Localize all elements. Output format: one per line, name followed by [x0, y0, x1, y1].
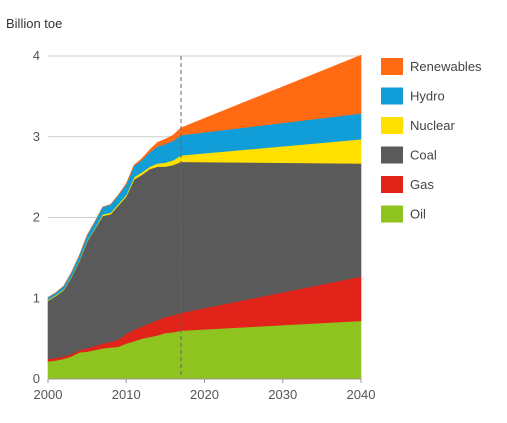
legend-label-oil: Oil — [410, 207, 426, 222]
y-tick-label: 1 — [33, 290, 40, 305]
y-tick-label: 0 — [33, 371, 40, 386]
legend-swatch-renewables — [381, 58, 403, 75]
x-tick-label: 2010 — [112, 387, 141, 402]
legend-swatch-nuclear — [381, 117, 403, 134]
x-tick-label: 2040 — [347, 387, 376, 402]
legend-swatch-coal — [381, 146, 403, 164]
legend: Renewables Hydro Nuclear Coal Gas Oil — [381, 58, 482, 223]
y-tick-label: 2 — [33, 210, 40, 225]
stacked-areas — [47, 54, 362, 380]
legend-label-nuclear: Nuclear — [410, 118, 455, 133]
legend-swatch-oil — [381, 205, 403, 223]
legend-swatch-hydro — [381, 87, 403, 105]
legend-label-hydro: Hydro — [410, 89, 445, 104]
legend-label-coal: Coal — [410, 148, 437, 163]
legend-label-renewables: Renewables — [410, 59, 482, 74]
legend-label-gas: Gas — [410, 177, 434, 192]
y-tick-label: 3 — [33, 129, 40, 144]
axes: 0 1 2 3 4 2000 2010 2020 2030 2040 — [33, 48, 376, 402]
y-tick-label: 4 — [33, 48, 40, 63]
x-tick-label: 2000 — [34, 387, 63, 402]
y-axis-title: Billion toe — [6, 16, 62, 31]
x-tick-label: 2020 — [190, 387, 219, 402]
area-renewables — [47, 54, 362, 298]
legend-swatch-gas — [381, 176, 403, 193]
x-tick-label: 2030 — [268, 387, 297, 402]
